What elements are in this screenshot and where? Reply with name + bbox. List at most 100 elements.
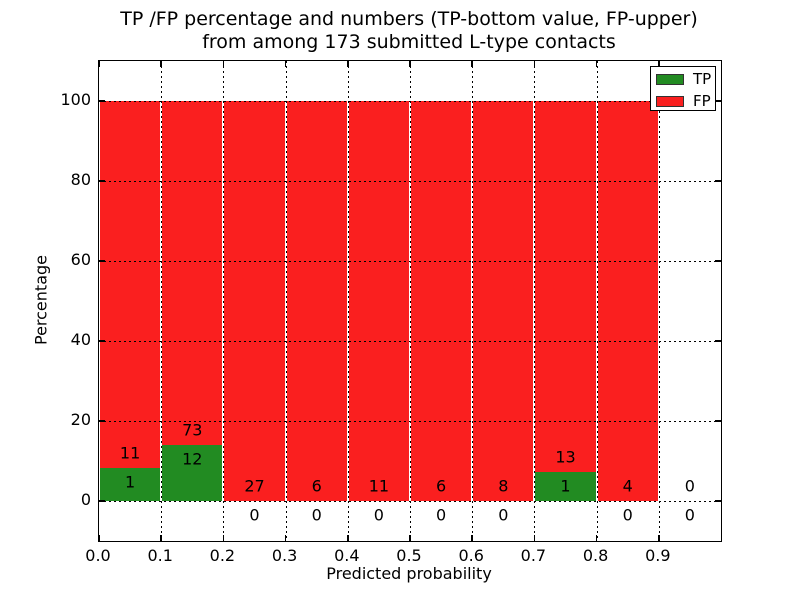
legend-entry-fp: FP: [651, 92, 715, 111]
y-tick-label: 40: [70, 330, 91, 349]
bar-fp-segment: [286, 101, 347, 501]
tp-count-annotation: 0: [684, 505, 695, 525]
y-tick-mark-right: [715, 260, 721, 262]
gridline-horizontal: [99, 181, 721, 182]
x-tick-mark: [222, 535, 225, 541]
x-tick-mark: [98, 535, 100, 541]
y-tick-mark: [99, 180, 105, 182]
fp-count-annotation: 73: [182, 420, 203, 440]
y-tick-mark: [99, 420, 105, 422]
x-tick-label: 0.8: [582, 546, 609, 565]
y-tick-label: 0: [80, 490, 91, 509]
tp-count-annotation: 0: [311, 505, 322, 525]
x-tick-mark: [471, 535, 473, 541]
y-tick-mark-right: [715, 100, 721, 102]
gridline-vertical: [596, 61, 598, 541]
fp-count-annotation: 6: [436, 476, 447, 496]
tp-count-annotation: 0: [622, 505, 633, 525]
gridline-vertical: [223, 61, 225, 541]
x-tick-label: 0.0: [85, 546, 111, 565]
bar-tp-segment: [162, 444, 223, 501]
y-tick-label: 20: [70, 410, 91, 429]
fp-count-annotation: 13: [555, 447, 576, 467]
x-tick-mark: [595, 535, 598, 541]
y-tick-mark: [99, 260, 105, 262]
tp-count-annotation: 0: [498, 505, 509, 525]
x-tick-label: 0.7: [520, 546, 547, 565]
x-tick-mark: [658, 535, 660, 541]
y-tick-mark-right: [715, 500, 721, 502]
fp-count-annotation: 11: [368, 476, 390, 496]
legend-label-tp: TP: [693, 70, 712, 88]
x-tick-label: 0.9: [645, 546, 671, 565]
legend-label-fp: FP: [693, 92, 711, 110]
plot-area: TP FP 11 1 73 12 27 0 6 0 11 0 6 0 8 0 13 1 4 0 0 0: [98, 60, 722, 542]
bar-fp-segment: [162, 101, 223, 445]
bar-fp-segment: [100, 101, 161, 468]
x-tick-mark-top: [222, 61, 225, 67]
x-tick-mark: [284, 535, 287, 541]
chart-title-line2: from among 173 submitted L-type contacts: [202, 31, 616, 53]
tp-count-annotation: 12: [182, 449, 203, 469]
fp-count-annotation: 11: [119, 443, 141, 463]
x-tick-mark-top: [160, 61, 162, 67]
y-tick-label: 80: [70, 170, 91, 189]
legend-swatch-fp: [656, 96, 684, 107]
bar-fp-segment: [597, 101, 658, 501]
x-tick-mark: [160, 535, 162, 541]
y-tick-mark: [99, 340, 105, 342]
gridline-vertical: [534, 61, 536, 541]
bar-tp-segment: [100, 467, 161, 501]
gridline-vertical: [285, 61, 287, 541]
x-tick-label: 0.5: [396, 546, 422, 565]
bar-fp-segment: [535, 101, 596, 473]
x-tick-mark-top: [284, 61, 287, 67]
x-tick-mark-top: [347, 61, 349, 67]
chart-title-line1: TP /FP percentage and numbers (TP-bottom…: [120, 8, 698, 30]
fp-count-annotation: 4: [622, 476, 633, 496]
x-tick-mark: [347, 535, 349, 541]
bar-fp-segment: [224, 101, 285, 501]
fp-count-annotation: 0: [684, 476, 695, 496]
x-tick-mark-top: [98, 61, 100, 67]
x-tick-label: 0.1: [147, 546, 173, 565]
gridline-vertical: [347, 61, 349, 541]
gridline-vertical: [410, 61, 411, 541]
x-tick-mark-top: [471, 61, 473, 67]
y-tick-label: 100: [60, 90, 91, 109]
y-tick-mark-right: [715, 340, 721, 342]
tp-count-annotation: 1: [560, 476, 571, 496]
gridline-vertical: [472, 61, 474, 541]
gridline-horizontal: [99, 421, 721, 422]
y-tick-mark: [99, 100, 105, 102]
tp-count-annotation: 0: [249, 505, 260, 525]
x-tick-label: 0.3: [271, 546, 298, 565]
gridline-horizontal: [99, 501, 721, 502]
legend: TP FP: [650, 66, 716, 111]
y-tick-mark-right: [715, 180, 721, 182]
x-tick-mark-top: [595, 61, 598, 67]
x-tick-label: 0.2: [209, 546, 236, 565]
fp-count-annotation: 8: [498, 476, 509, 496]
tp-count-annotation: 0: [436, 505, 447, 525]
x-axis-label: Predicted probability: [326, 564, 492, 583]
x-tick-mark-top: [533, 61, 536, 67]
bar-fp-segment: [411, 101, 472, 501]
x-tick-mark: [533, 535, 536, 541]
bar-fp-segment: [473, 101, 534, 501]
y-tick-label: 60: [70, 250, 91, 269]
fp-count-annotation: 27: [244, 476, 265, 496]
fp-count-annotation: 6: [311, 476, 322, 496]
x-tick-mark-top: [409, 61, 411, 67]
gridline-vertical: [658, 61, 660, 541]
gridline-horizontal: [99, 341, 721, 342]
gridline-horizontal: [99, 261, 721, 262]
x-tick-mark: [409, 535, 411, 541]
x-tick-mark-top: [658, 61, 660, 67]
gridline-vertical: [161, 61, 163, 541]
legend-swatch-tp: [656, 74, 684, 85]
x-tick-label: 0.4: [334, 546, 360, 565]
bar-fp-segment: [348, 101, 409, 501]
y-tick-mark-right: [715, 420, 721, 422]
tp-count-annotation: 1: [125, 472, 136, 492]
